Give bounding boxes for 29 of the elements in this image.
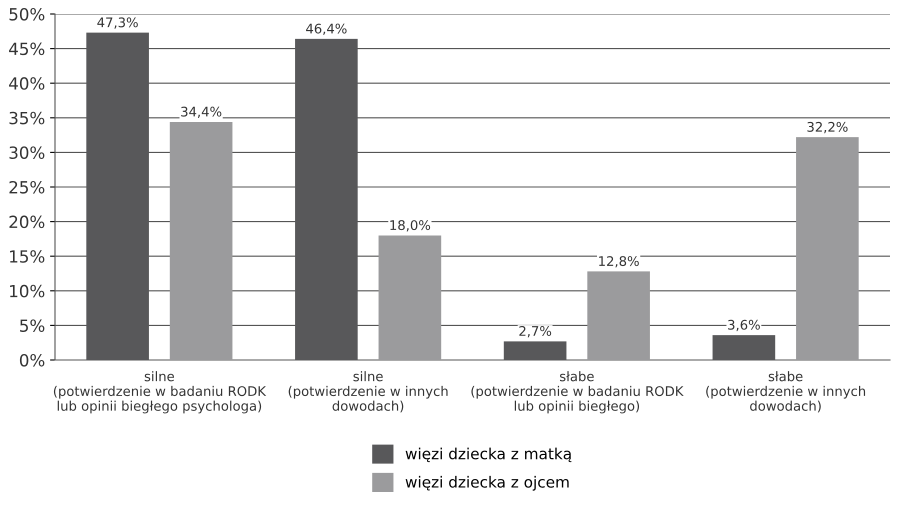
y-tick-label: 45%	[9, 42, 44, 56]
x-tick-label: słabe (potwierdzenie w badaniu RODK lub opinii biegłego)	[471, 371, 684, 414]
data-label: 12,8%	[599, 256, 639, 268]
data-label: 32,2%	[807, 122, 848, 134]
y-tick-label: 35%	[10, 112, 44, 124]
y-tick-label: 25%	[9, 180, 44, 194]
bar	[587, 271, 650, 360]
data-label: 3,6%	[728, 320, 760, 332]
bar	[796, 137, 859, 360]
y-tick-label: 0%	[20, 354, 44, 367]
y-tick-label: 30%	[10, 146, 44, 159]
legend-label: więzi dziecka z matką	[406, 448, 572, 462]
y-tick-label: 10%	[10, 284, 44, 298]
bar	[378, 235, 442, 360]
x-tick-label: silne (potwierdzenie w badaniu RODK lub opinii biegłego psychologa)	[54, 371, 266, 414]
y-tick-label: 40%	[9, 77, 44, 90]
data-label: 47,3%	[97, 17, 138, 29]
data-label: 34,4%	[181, 106, 222, 118]
x-tick-label: silne (potwierdzenie w innych dowodach)	[288, 371, 448, 412]
legend-label: więzi dziecka z ojcem	[406, 476, 569, 491]
y-tick-label: 50%	[10, 8, 44, 21]
y-tick-label: 15%	[10, 250, 44, 263]
y-tick-label: 20%	[9, 216, 44, 228]
data-label: 2,7%	[519, 326, 552, 338]
bar	[170, 122, 232, 360]
data-label: 18,0%	[390, 220, 430, 232]
y-tick-label: 5%	[20, 319, 44, 332]
x-tick-label: słabe (potwierdzenie w innych dowodach)	[706, 371, 866, 412]
data-label: 46,4%	[306, 24, 347, 35]
